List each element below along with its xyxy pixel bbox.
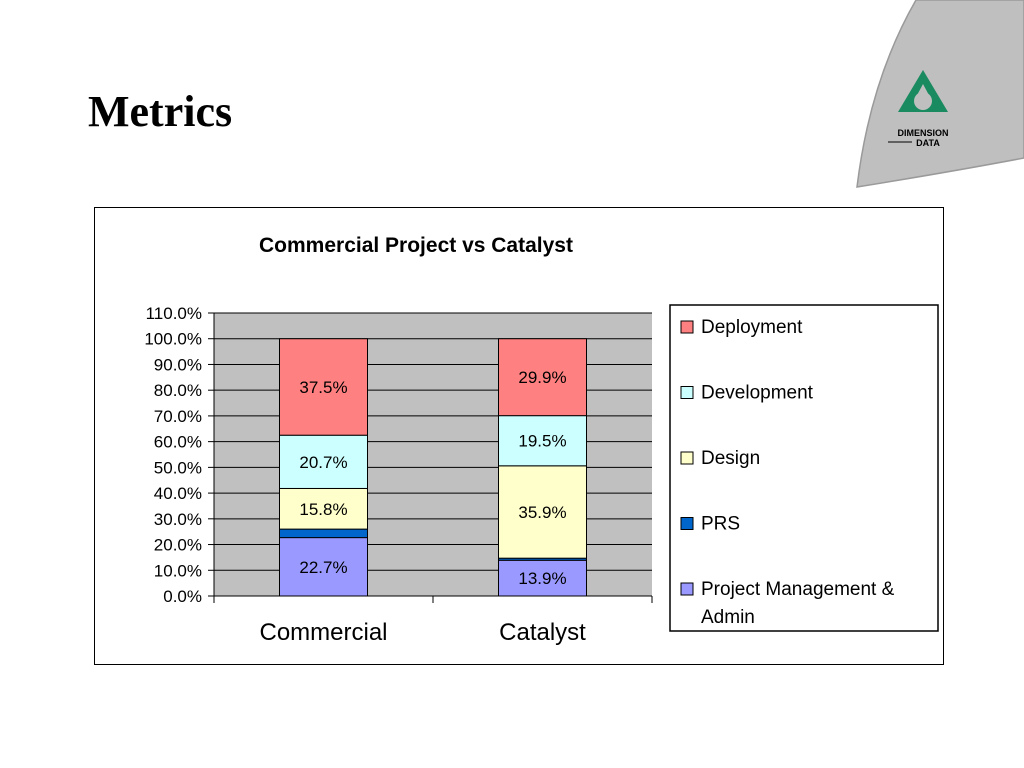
y-tick-label: 100.0% xyxy=(144,330,202,349)
y-tick-label: 90.0% xyxy=(154,355,202,374)
data-label: 15.8% xyxy=(299,500,347,519)
y-tick-label: 10.0% xyxy=(154,561,202,580)
y-tick-label: 40.0% xyxy=(154,484,202,503)
data-label-background xyxy=(515,500,570,524)
legend-label-line: Admin xyxy=(701,607,755,628)
data-label-background xyxy=(515,566,570,590)
data-label-background xyxy=(296,449,351,473)
chart-title: Commercial Project vs Catalyst xyxy=(259,234,573,257)
legend-label: Deployment xyxy=(701,317,803,338)
y-tick-label: 60.0% xyxy=(154,433,202,452)
data-label: 13.9% xyxy=(518,569,566,588)
y-tick-label: 50.0% xyxy=(154,458,202,477)
legend-box xyxy=(669,304,939,632)
logo-text-dimension: DIMENSION xyxy=(897,128,948,138)
logo-text-data: DATA xyxy=(916,138,940,148)
y-tick-label: 70.0% xyxy=(154,407,202,426)
y-tick-label: 20.0% xyxy=(154,536,202,555)
bar-segment xyxy=(279,528,368,539)
legend-label: Design xyxy=(701,448,760,469)
data-label-background xyxy=(296,496,351,520)
logo-triangle-icon xyxy=(898,70,948,112)
data-label-background xyxy=(515,365,570,389)
legend-label-line: PRS xyxy=(701,514,740,535)
legend-label: Development xyxy=(701,383,814,404)
data-label: 35.9% xyxy=(518,503,566,522)
x-tick-label: Commercial xyxy=(259,619,387,646)
legend-label: PRS xyxy=(701,514,740,535)
chart-frame: Commercial Project vs Catalyst 0.0% 10.0% 2… xyxy=(94,207,944,665)
y-tick-label: 30.0% xyxy=(154,510,202,529)
x-tick-label: Catalyst xyxy=(499,619,586,646)
legend-swatch xyxy=(680,582,694,596)
data-label: 19.5% xyxy=(518,432,566,451)
data-label: 20.7% xyxy=(299,453,347,472)
data-label-background xyxy=(296,374,351,398)
slide-title: Metrics xyxy=(88,87,233,136)
data-label: 22.7% xyxy=(299,558,347,577)
legend-label-line: Design xyxy=(701,448,760,469)
y-tick-label: 80.0% xyxy=(154,381,202,400)
legend-label-line: Development xyxy=(701,383,814,404)
logo-shield-shape xyxy=(856,0,1024,188)
dimension-data-logo: DIMENSION DATA xyxy=(856,0,1024,188)
legend-label: Project Management & Admin xyxy=(701,579,895,628)
legend-label-line: Deployment xyxy=(701,317,803,338)
legend-swatch xyxy=(680,386,694,399)
data-label-background xyxy=(296,554,351,578)
y-tick-label: 110.0% xyxy=(146,304,202,323)
legend-label-line: Project Management & xyxy=(701,579,895,600)
data-label-background xyxy=(515,428,570,452)
data-label: 37.5% xyxy=(299,378,347,397)
data-label: 29.9% xyxy=(518,368,566,387)
legend-swatch xyxy=(680,517,694,530)
y-tick-label: 0.0% xyxy=(163,587,202,606)
legend-swatch xyxy=(680,320,694,334)
stacked-bar-chart: Commercial Project vs Catalyst 0.0% 10.0% 2… xyxy=(144,234,939,646)
legend-swatch xyxy=(680,451,694,465)
